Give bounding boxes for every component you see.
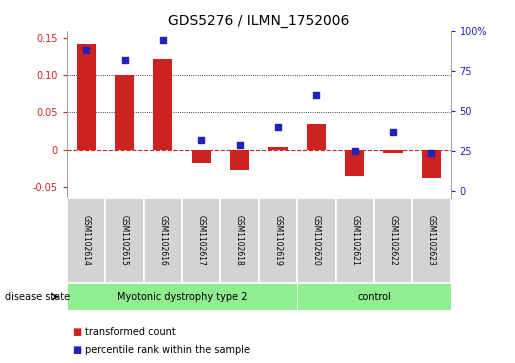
Point bbox=[351, 148, 359, 154]
Text: GSM1102622: GSM1102622 bbox=[389, 215, 398, 266]
Text: ■: ■ bbox=[72, 327, 81, 337]
Point bbox=[82, 47, 90, 53]
Bar bbox=[67, 198, 105, 283]
Bar bbox=[345, 150, 364, 176]
Bar bbox=[422, 150, 441, 178]
Bar bbox=[412, 198, 451, 283]
Point bbox=[121, 57, 129, 63]
Text: GSM1102621: GSM1102621 bbox=[350, 215, 359, 266]
Text: ■: ■ bbox=[72, 345, 81, 355]
Bar bbox=[268, 147, 287, 150]
Bar bbox=[230, 150, 249, 170]
Text: GSM1102616: GSM1102616 bbox=[159, 215, 167, 266]
Point bbox=[427, 150, 436, 156]
Text: disease state: disease state bbox=[5, 292, 70, 302]
Bar bbox=[67, 283, 297, 310]
Point bbox=[197, 137, 205, 143]
Bar bbox=[106, 198, 144, 283]
Point bbox=[389, 129, 397, 135]
Bar bbox=[220, 198, 259, 283]
Bar bbox=[77, 44, 96, 150]
Bar bbox=[336, 198, 374, 283]
Title: GDS5276 / ILMN_1752006: GDS5276 / ILMN_1752006 bbox=[168, 15, 350, 28]
Text: Myotonic dystrophy type 2: Myotonic dystrophy type 2 bbox=[117, 292, 247, 302]
Bar bbox=[374, 198, 413, 283]
Text: control: control bbox=[357, 292, 391, 302]
Text: GSM1102623: GSM1102623 bbox=[427, 215, 436, 266]
Bar bbox=[192, 150, 211, 163]
Bar bbox=[297, 283, 451, 310]
Bar bbox=[153, 59, 173, 150]
Point bbox=[312, 92, 320, 98]
Text: GSM1102619: GSM1102619 bbox=[273, 215, 282, 266]
Text: GSM1102617: GSM1102617 bbox=[197, 215, 205, 266]
Bar bbox=[182, 198, 220, 283]
Bar bbox=[115, 76, 134, 150]
Bar bbox=[307, 124, 326, 150]
Point bbox=[274, 124, 282, 130]
Bar bbox=[259, 198, 297, 283]
Bar bbox=[144, 198, 182, 283]
Bar bbox=[297, 198, 336, 283]
Text: GSM1102618: GSM1102618 bbox=[235, 215, 244, 266]
Bar bbox=[384, 150, 403, 153]
Text: transformed count: transformed count bbox=[85, 327, 176, 337]
Text: GSM1102620: GSM1102620 bbox=[312, 215, 321, 266]
Text: percentile rank within the sample: percentile rank within the sample bbox=[85, 345, 250, 355]
Point bbox=[235, 142, 244, 148]
Point bbox=[159, 38, 167, 44]
Text: GSM1102614: GSM1102614 bbox=[82, 215, 91, 266]
Text: GSM1102615: GSM1102615 bbox=[120, 215, 129, 266]
